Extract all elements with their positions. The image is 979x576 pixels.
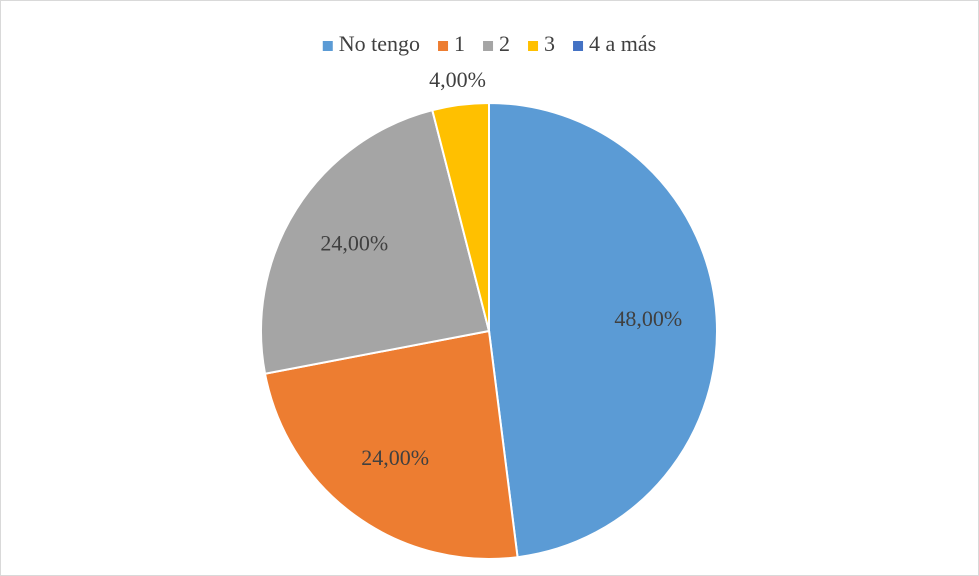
pie-slice — [260, 108, 491, 375]
legend: No tengo 1 2 3 4 a más — [322, 31, 656, 56]
data-label: 24,00% — [320, 231, 388, 256]
legend-swatch — [322, 41, 333, 51]
legend-swatch — [528, 41, 539, 51]
data-label: 24,00% — [361, 445, 429, 470]
legend-swatch — [573, 41, 584, 51]
legend-swatch — [438, 41, 449, 51]
legend-label: No tengo — [339, 31, 420, 56]
pie-slice — [488, 101, 718, 559]
data-label: 4,00% — [429, 67, 486, 92]
legend-label: 4 a más — [589, 31, 656, 56]
legend-label: 1 — [454, 31, 465, 56]
pie-slice — [263, 329, 519, 560]
data-label: 48,00% — [614, 306, 682, 331]
legend-label: 2 — [499, 31, 510, 56]
legend-label: 3 — [544, 31, 555, 56]
legend-swatch — [483, 41, 494, 51]
